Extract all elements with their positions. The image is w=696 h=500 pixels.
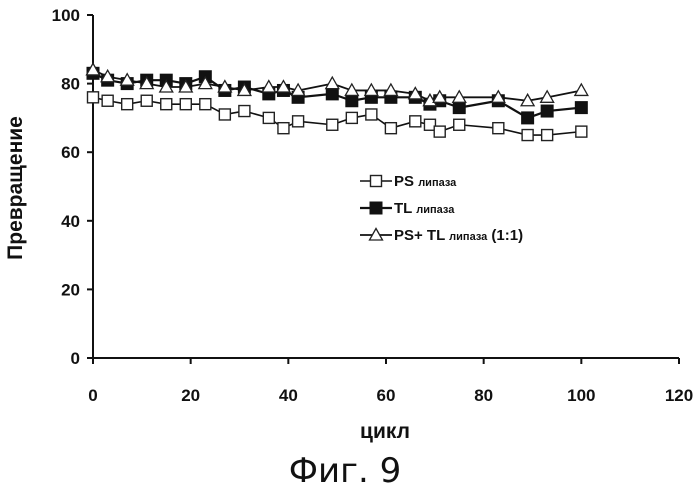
x-tick-label-4: 80	[474, 386, 493, 405]
series-0-point-2	[122, 99, 133, 110]
legend-item-2: PS+ TL липаза (1:1)	[360, 227, 523, 244]
y-tick-label-1: 20	[61, 280, 80, 299]
legend: PS липазаTL липазаPS+ TL липаза (1:1)	[360, 173, 523, 244]
legend-label-main-1: TL	[394, 200, 416, 217]
legend-label-main-2: PS+ TL	[394, 227, 449, 244]
series-1-point-12	[326, 88, 338, 100]
series-0-point-19	[454, 119, 465, 130]
series-0-point-10	[278, 123, 289, 134]
series-1	[87, 67, 587, 124]
series-2-point-23	[575, 84, 588, 96]
legend-item-1: TL липаза	[360, 200, 455, 217]
x-axis-title: цикл	[360, 420, 410, 443]
series-2-point-12	[326, 77, 339, 89]
series-0-point-3	[141, 95, 152, 106]
series-1-point-23	[575, 102, 587, 114]
legend-marker-1	[370, 202, 382, 214]
series-0-point-11	[293, 116, 304, 127]
series-0-point-6	[200, 99, 211, 110]
legend-item-0: PS липаза	[360, 173, 457, 190]
legend-label-main-0: PS	[394, 173, 418, 190]
series-0-point-8	[239, 106, 250, 117]
series-0-point-18	[434, 126, 445, 137]
series-1-point-13	[346, 95, 358, 107]
series-0-point-22	[542, 130, 553, 141]
series-0-point-0	[88, 92, 99, 103]
legend-label-extra-2: (1:1)	[487, 227, 523, 244]
series-0-point-13	[346, 112, 357, 123]
x-tick-label-5: 100	[567, 386, 595, 405]
legend-label-0: PS липаза	[394, 173, 457, 190]
series-0-point-4	[161, 99, 172, 110]
x-tick-label-0: 0	[88, 386, 97, 405]
series-1-point-19	[453, 102, 465, 114]
series-layer	[87, 63, 588, 140]
legend-label-small-0: липаза	[418, 177, 457, 189]
series-0-point-15	[385, 123, 396, 134]
x-tick-label-2: 40	[279, 386, 298, 405]
legend-label-2: PS+ TL липаза (1:1)	[394, 227, 523, 244]
legend-label-1: TL липаза	[394, 200, 455, 217]
y-tick-label-5: 100	[52, 6, 80, 25]
legend-label-small-1: липаза	[416, 204, 455, 216]
y-tick-label-0: 0	[71, 349, 80, 368]
y-axis-title: Превращение	[4, 116, 27, 260]
figure-caption: Фиг. 9	[289, 451, 401, 491]
x-tick-label-3: 60	[377, 386, 396, 405]
legend-marker-0	[371, 176, 382, 187]
series-0-point-14	[366, 109, 377, 120]
y-tick-label-3: 60	[61, 143, 80, 162]
x-tick-label-1: 20	[181, 386, 200, 405]
series-0-point-5	[180, 99, 191, 110]
series-0-point-16	[410, 116, 421, 127]
series-0-point-20	[493, 123, 504, 134]
series-0-point-21	[522, 130, 533, 141]
series-0-point-12	[327, 119, 338, 130]
series-0-point-9	[263, 112, 274, 123]
series-1-point-21	[522, 112, 534, 124]
legend-label-small-2: липаза	[449, 231, 488, 243]
x-tick-label-6: 120	[665, 386, 693, 405]
series-0-point-1	[102, 95, 113, 106]
series-0-point-7	[219, 109, 230, 120]
y-tick-label-2: 40	[61, 212, 80, 231]
series-0-point-23	[576, 126, 587, 137]
series-1-point-22	[541, 105, 553, 117]
y-tick-label-4: 80	[61, 75, 80, 94]
